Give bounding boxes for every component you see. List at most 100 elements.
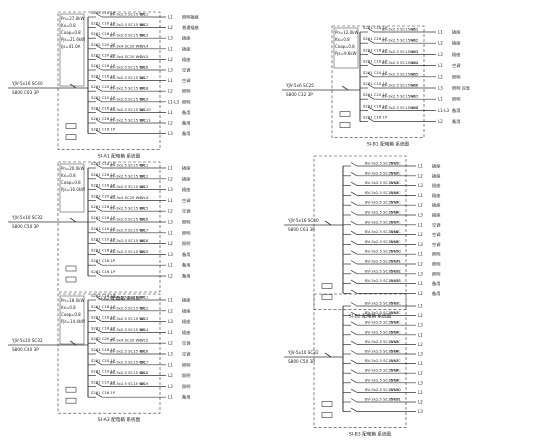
cable-label: BV-3x2.5 SC15 WC (110, 227, 146, 232)
cable-label: BV-3x2.5 SC15 WC (110, 359, 146, 364)
breaker-symbol (95, 218, 103, 223)
breaker-symbol (367, 61, 375, 66)
phase-label: L2 (168, 341, 173, 346)
breaker-symbol (350, 230, 358, 235)
breaker-label: S261 C10 1P (91, 369, 116, 374)
cable-label: BV-3x2.5 SC15 WC (365, 161, 401, 166)
load-label: 备用 (432, 290, 440, 297)
phase-label: L1 (168, 362, 173, 367)
phase-label: L3 (168, 319, 173, 324)
cable-label: BV-3x2.5 SC15 WC (365, 239, 401, 244)
incoming-feeder-label: YJV-5x6 SC25 (285, 83, 314, 88)
cable-label: BV-3x4 SC20 WC (110, 54, 142, 59)
load-label: 照明 (452, 97, 460, 103)
load-label: 照明 (182, 241, 190, 247)
phase-label: L2 (168, 121, 173, 126)
phase-label: L3 (418, 183, 423, 188)
phase-label: L1 (168, 198, 173, 203)
incoming-feeder-label: YJV-5x10 SC32 (11, 215, 43, 220)
info-line: Pjs=9.6kW (335, 51, 357, 56)
load-label: 插座 (182, 45, 190, 52)
circuit-number: WL11 (140, 118, 151, 123)
load-label: 插座 (432, 192, 440, 199)
phase-label: L3 (418, 352, 423, 357)
info-line: Ijs=41.0A (61, 44, 81, 49)
breaker-symbol (350, 398, 358, 403)
main-breaker-label: S800 C32 3P (286, 92, 313, 97)
cable-label: BV-3x2.5 SC15 WC (110, 381, 146, 386)
legend-box (65, 276, 77, 283)
cable-label: BV-3x2.5 SC15 WC (110, 107, 146, 112)
circuit-number: WL8 (140, 238, 149, 243)
breaker-label: S261 C16 1P (363, 103, 388, 108)
panel-title: SI-A3 配电箱 系统图 (98, 416, 141, 423)
main-breaker-label: S800 C50 3P (288, 359, 315, 364)
phase-label: L1 (418, 193, 423, 198)
load-label: 备用 (182, 394, 190, 401)
cable-label: BV-3x2.5 SC15 WC (365, 268, 401, 273)
breaker-label: S262 C20 2P (91, 52, 116, 57)
breaker-label: S261 C16 1P (363, 25, 388, 30)
cable-label: BV-3x2.5 SC15 WC (365, 190, 401, 195)
main-breaker-label: S800 C63 3P (12, 90, 39, 95)
circuit-row: S261 C16 1P L2 备用 (360, 115, 460, 125)
breaker-symbol (95, 119, 103, 124)
phase-label: L2 (168, 89, 173, 94)
cable-label: BV-3x2.5 SC15 WC (110, 217, 146, 222)
phase-label: L3 (168, 187, 173, 192)
load-label: 插座 (452, 51, 460, 58)
circuit-number: WL1 (410, 27, 419, 32)
cable-label: BV-3x2.5 SC15 WC (382, 49, 418, 54)
circuit-number: WL7 (140, 75, 149, 80)
phase-label: L1 (418, 361, 423, 366)
breaker-symbol (95, 185, 103, 190)
phase-label: L1 (418, 390, 423, 395)
breaker-symbol (350, 269, 358, 275)
breaker-label: S261 C16 1P (91, 258, 116, 263)
breaker-symbol (95, 164, 103, 169)
panel-p2: Pn=20.0kW Kx=0.8 Cosφ=0.8 Pjs=16.0kW YJV-5x1… (8, 161, 190, 302)
breaker-label: S261 C16 1P (91, 325, 116, 330)
load-label: 备用 (452, 118, 460, 125)
circuit-number: WL4 (140, 195, 149, 200)
info-line: Kx=0.8 (335, 37, 350, 42)
breaker-symbol (350, 211, 358, 216)
breaker-symbol (350, 311, 358, 316)
breaker-label: S261 C10 1P (91, 10, 116, 15)
breaker-label: S261 C16 1P (91, 21, 116, 26)
breaker-symbol (95, 87, 103, 92)
phase-label: L1 (418, 332, 423, 337)
phase-label: L2 (418, 342, 423, 347)
cable-label: BV-3x4 SC20 WC (110, 195, 142, 200)
breaker-label: S261 C16 1P (91, 304, 116, 309)
cable-label: BV-3x2.5 SC15 WC (382, 38, 418, 43)
circuit-number: WL4 (140, 327, 149, 332)
phase-label: L2 (168, 373, 173, 378)
circuit-number: WL6 (390, 349, 399, 354)
circuit-row: S261 C16 1P L1 备用 (88, 258, 190, 269)
breaker-symbol (350, 240, 358, 245)
phase-label: L2 (168, 241, 173, 246)
cable-label: BV-3x2.5 SC15 WC (365, 310, 401, 315)
legend-box (339, 122, 351, 128)
breaker-label: S261 C16 1P (91, 293, 116, 298)
circuit-number: WL6 (140, 65, 149, 70)
breaker-symbol (95, 296, 103, 301)
breaker-label: S261 C10 1P (363, 92, 388, 97)
